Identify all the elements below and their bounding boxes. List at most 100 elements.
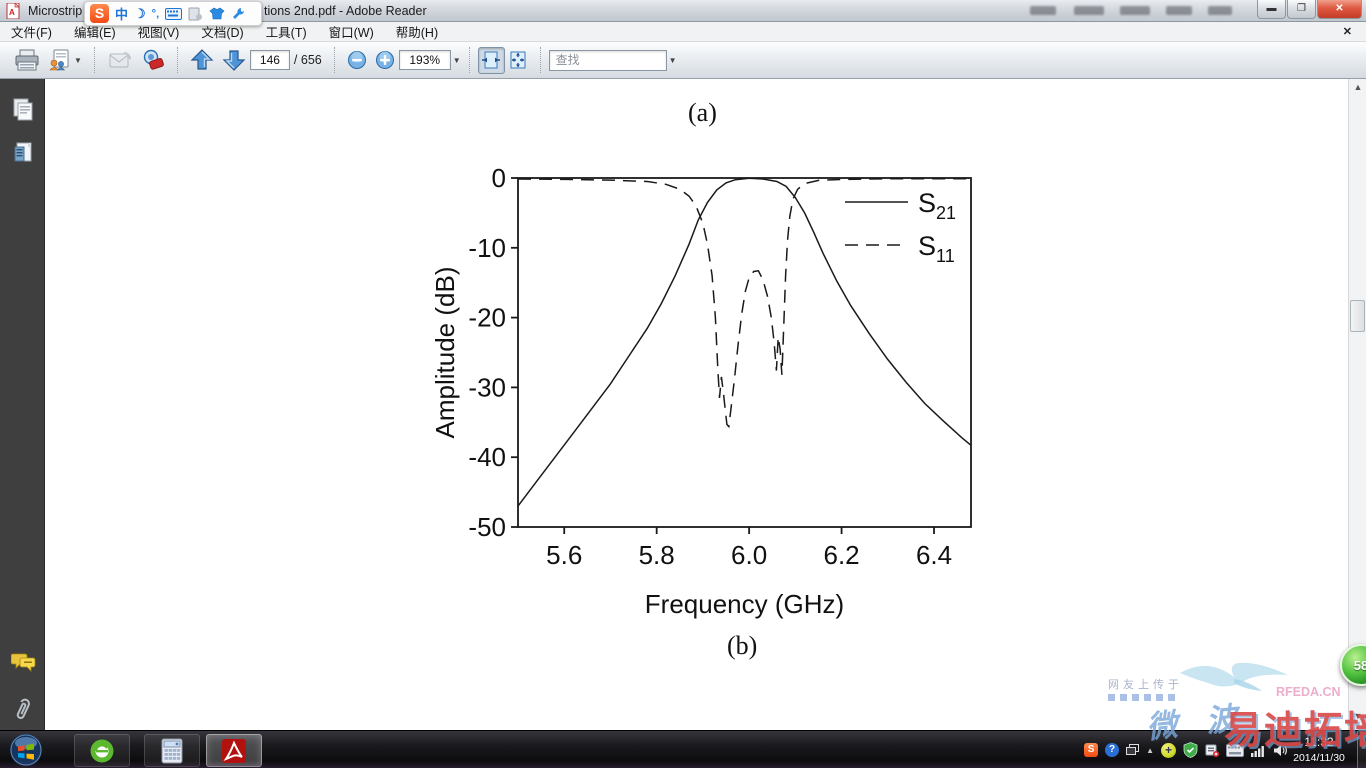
- menu-window[interactable]: 窗口(W): [328, 26, 374, 40]
- tray-hidden-icons-icon[interactable]: ▲: [1146, 745, 1154, 755]
- y-tick-label: -10: [468, 233, 506, 263]
- y-tick-label: -50: [468, 512, 506, 542]
- adobe-pdf-icon: A: [6, 3, 20, 19]
- next-page-button[interactable]: [218, 46, 250, 74]
- sogou-ime-toolbar[interactable]: S 中 ☽ °‚: [84, 1, 262, 26]
- menu-edit[interactable]: 编辑(E): [73, 26, 116, 40]
- svg-text:A: A: [9, 8, 15, 17]
- zoom-out-button[interactable]: [343, 48, 371, 72]
- share-collaborate-button[interactable]: ▼: [44, 47, 86, 73]
- minimize-button[interactable]: ▬: [1257, 0, 1286, 19]
- tray-network-icon[interactable]: [1251, 744, 1266, 757]
- punctuation-icon[interactable]: °‚: [151, 7, 160, 20]
- close-button[interactable]: ✕: [1317, 0, 1362, 19]
- y-tick-label: -40: [468, 442, 506, 472]
- tray-keyboard-icon[interactable]: [1226, 743, 1244, 757]
- menu-tools[interactable]: 工具(T): [265, 26, 307, 40]
- arrow-up-icon: [190, 49, 214, 70]
- tray-volume-icon[interactable]: [1273, 744, 1288, 757]
- taskbar-app-browser360[interactable]: [74, 734, 130, 767]
- sogou-logo-icon[interactable]: S: [90, 4, 109, 23]
- tray-shield-icon[interactable]: [1183, 742, 1198, 758]
- show-desktop-button[interactable]: [1357, 731, 1366, 768]
- skin-tshirt-icon[interactable]: [209, 7, 225, 20]
- page-thumbnails-icon[interactable]: [11, 97, 35, 121]
- main-toolbar: ▼: [0, 42, 1366, 79]
- zoom-out-icon: [347, 51, 366, 69]
- fit-width-button[interactable]: [477, 46, 505, 74]
- ghost-artifact: [1030, 6, 1056, 15]
- window-controls: ▬ ❐ ✕: [1256, 0, 1362, 19]
- soft-keyboard-icon[interactable]: [165, 7, 183, 20]
- page-number-input[interactable]: [249, 50, 290, 70]
- start-button[interactable]: [8, 732, 44, 768]
- menu-view[interactable]: 视图(V): [137, 26, 180, 40]
- wrench-icon[interactable]: [231, 7, 245, 21]
- window-title-suffix: tions 2nd.pdf - Adobe Reader: [264, 4, 427, 18]
- legend-label-S11: S11: [918, 231, 955, 266]
- share-collaborate-icon: [49, 49, 69, 71]
- tray-restore-window-icon[interactable]: [1126, 744, 1140, 756]
- pdf-page: (a) 0 -10 -20 -30 -40 -50 5.6 5.8 6.0 6.2 6.4 Frequ…: [45, 79, 1348, 768]
- restore-button[interactable]: ❐: [1287, 0, 1316, 19]
- tray-input-indicator-icon[interactable]: [1205, 743, 1219, 757]
- menu-file[interactable]: 文件(F): [11, 26, 52, 40]
- calculator-icon: [161, 738, 183, 763]
- taskbar: S ? ▲ +: [0, 730, 1366, 768]
- tray-safety-plus-icon[interactable]: +: [1161, 742, 1176, 758]
- fit-width-icon: [482, 51, 501, 69]
- vertical-scrollbar[interactable]: ▲ ▼: [1348, 79, 1366, 730]
- printer-icon: [15, 49, 39, 71]
- curve-S11: [517, 177, 972, 429]
- legend-label-S21: S21: [918, 188, 956, 223]
- taskbar-app-adobe-reader[interactable]: [206, 734, 262, 767]
- sign-button[interactable]: [137, 46, 169, 74]
- email-icon: [109, 52, 131, 68]
- half-moon-icon[interactable]: ☽: [134, 5, 146, 21]
- zoom-level-input[interactable]: [398, 50, 451, 70]
- y-axis-title: Amplitude (dB): [430, 267, 460, 439]
- chinese-mode-icon[interactable]: 中: [115, 7, 129, 22]
- attachments-icon[interactable]: [11, 697, 33, 723]
- previous-page-button[interactable]: [186, 46, 218, 74]
- curve-S21: [517, 177, 972, 507]
- y-tick-label: 0: [492, 163, 506, 193]
- scroll-down-icon[interactable]: ▼: [1353, 711, 1363, 721]
- page-total-label: / 656: [293, 53, 322, 67]
- ghost-artifact: [1120, 6, 1150, 15]
- menubar-close-icon[interactable]: ✕: [1342, 26, 1352, 38]
- x-tick-label: 5.8: [639, 540, 675, 570]
- comments-icon[interactable]: [11, 651, 37, 673]
- fit-page-button[interactable]: [505, 47, 532, 74]
- zoom-in-button[interactable]: [371, 48, 399, 72]
- window-titlebar[interactable]: A Microstrip tions 2nd.pdf - Adobe Reade…: [0, 0, 1366, 26]
- browser-360-icon: [90, 739, 114, 762]
- scrollbar-thumb[interactable]: [1350, 300, 1365, 332]
- tray-sogou-icon[interactable]: S: [1084, 743, 1099, 757]
- taskbar-app-calculator[interactable]: [144, 734, 200, 767]
- chevron-down-icon[interactable]: ▼: [668, 55, 677, 65]
- menu-help[interactable]: 帮助(H): [395, 26, 439, 40]
- chevron-down-icon[interactable]: ▼: [452, 55, 461, 65]
- tray-help-icon[interactable]: ?: [1105, 743, 1120, 757]
- scroll-up-icon[interactable]: ▲: [1353, 82, 1363, 92]
- ghost-artifact: [1208, 6, 1232, 15]
- menu-document[interactable]: 文档(D): [201, 26, 244, 40]
- y-tick-label: -30: [468, 372, 506, 402]
- sign-icon: [143, 49, 164, 70]
- plot-frame: [517, 177, 972, 528]
- y-tick-label: -20: [468, 303, 506, 333]
- bookmarks-icon[interactable]: [11, 141, 35, 165]
- window-title-prefix: Microstrip: [28, 4, 83, 18]
- figure-sublabel-a: (a): [688, 98, 717, 127]
- print-button[interactable]: [10, 47, 44, 73]
- find-input[interactable]: [548, 49, 667, 71]
- x-tick-label: 6.2: [823, 540, 859, 570]
- taskbar-clock[interactable]: 11:32 2014/11/30: [1286, 734, 1352, 765]
- clipboard-icon[interactable]: [188, 7, 203, 21]
- email-share-button[interactable]: [103, 48, 137, 72]
- figure-sublabel-b: (b): [727, 631, 758, 660]
- adobe-reader-icon: [222, 738, 246, 763]
- arrow-down-icon: [222, 50, 246, 71]
